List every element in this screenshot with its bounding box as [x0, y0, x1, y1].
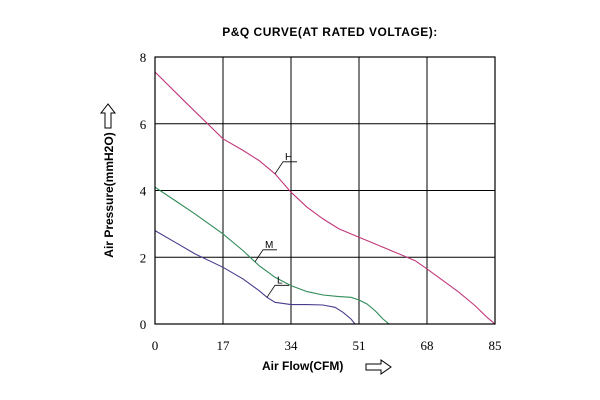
y-tick-label: 4 — [140, 184, 147, 199]
up-arrow-icon — [99, 103, 117, 129]
x-axis-label: Air Flow(CFM) — [262, 359, 343, 373]
y-axis-label-group: Air Pressure(mmH2O) — [99, 103, 117, 258]
x-tick-label: 68 — [421, 338, 434, 353]
x-tick-label: 17 — [217, 338, 231, 353]
chart-title: P&Q CURVE(AT RATED VOLTAGE): — [222, 25, 438, 39]
y-tick-label: 6 — [140, 117, 147, 132]
y-tick-label: 2 — [140, 250, 147, 265]
series-label-l: L — [277, 275, 283, 286]
series-label-m: M — [265, 240, 273, 251]
series-line-m — [154, 186, 390, 325]
series-layer: H M L — [154, 71, 496, 325]
plot-frame — [154, 56, 496, 325]
x-axis-label-group: Air Flow(CFM) — [262, 359, 392, 375]
series-leader-l — [266, 284, 289, 298]
y-axis-label: Air Pressure(mmH2O) — [102, 132, 116, 257]
y-tick-label: 8 — [140, 50, 147, 65]
series-line-l — [154, 230, 356, 325]
right-arrow-icon — [365, 359, 392, 375]
y-tick-label: 0 — [140, 317, 147, 332]
x-tick-label: 34 — [285, 338, 299, 353]
grid — [155, 57, 495, 324]
x-tick-label: 0 — [152, 338, 159, 353]
x-tick-label: 85 — [489, 338, 502, 353]
x-tick-label: 51 — [353, 338, 366, 353]
series-leader-h — [274, 161, 297, 175]
series-line-h — [154, 71, 496, 325]
series-label-h: H — [285, 152, 292, 163]
series-leader-m — [254, 249, 277, 263]
